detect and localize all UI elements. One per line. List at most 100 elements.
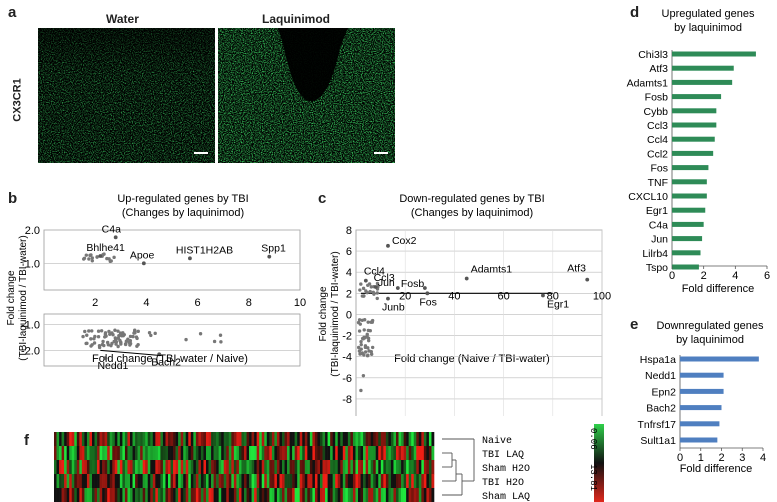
heatmap-cell [411, 432, 415, 447]
chart-b-point [105, 340, 110, 345]
heatmap-cell [320, 446, 323, 461]
heatmap-cell [418, 474, 422, 489]
heatmap-cell [342, 488, 346, 502]
chart-b-point [107, 329, 111, 334]
heatmap-cell [294, 432, 298, 447]
heatmap-row-label: TBI H2O [482, 478, 524, 489]
chart-b-leader-line [100, 349, 162, 357]
heatmap-cell [218, 432, 222, 447]
heatmap-cell [119, 474, 123, 489]
heatmap-cell [221, 474, 225, 489]
heatmap-cell [345, 488, 349, 502]
heatmap-cell [251, 460, 255, 475]
heatmap-cell [317, 460, 321, 475]
heatmap-cell [175, 474, 179, 489]
micrograph-water-texture [38, 28, 215, 163]
heatmap-cell [228, 446, 232, 461]
chart-d-category-label: Lilrb4 [642, 248, 668, 260]
heatmap-cell [421, 446, 425, 461]
heatmap-cell [375, 488, 379, 502]
chart-d-xtick: 2 [701, 270, 707, 282]
chart-c-ytick: 8 [346, 225, 352, 237]
heatmap-cell [180, 488, 184, 502]
heatmap-cell [368, 474, 371, 489]
chart-b-point [102, 343, 106, 348]
chart-c-point [363, 344, 368, 348]
heatmap-cell [421, 432, 425, 447]
chart-c-point [395, 286, 400, 290]
heatmap-cell [130, 460, 133, 475]
heatmap-cell [185, 432, 189, 447]
heatmap-cell [180, 474, 184, 489]
heatmap-cell [147, 460, 151, 475]
chart-d-bar [672, 94, 722, 100]
heatmap-cell [66, 488, 70, 502]
heatmap-cell [119, 488, 123, 502]
heatmap-cell [127, 488, 131, 502]
heatmap-cell [350, 432, 354, 447]
chart-c-point [356, 345, 361, 350]
heatmap-cell [314, 460, 318, 475]
heatmap-cell [119, 460, 123, 475]
heatmap-cell [314, 446, 318, 461]
heatmap-cell [398, 474, 402, 489]
chart-d-category-label: Adamts1 [627, 77, 669, 89]
heatmap-cell [92, 488, 95, 502]
heatmap-cell [287, 432, 290, 447]
heatmap-cell [127, 474, 131, 489]
heatmap-cell [251, 446, 255, 461]
heatmap-cell [216, 446, 219, 461]
chart-c-point [372, 292, 376, 296]
heatmap-cell [266, 474, 270, 489]
heatmap-cell [157, 432, 161, 447]
heatmap-cell [249, 488, 252, 502]
chart-b-xtick: 4 [143, 297, 149, 309]
chart-b-point [116, 329, 120, 333]
chart-c-point [363, 335, 367, 340]
heatmap-cell [69, 432, 73, 447]
heatmap-cell [289, 474, 293, 489]
heatmap-cell [145, 488, 149, 502]
heatmap-cell [84, 474, 88, 489]
heatmap-cell [109, 446, 113, 461]
heatmap-cell [185, 474, 189, 489]
heatmap-cell [109, 488, 113, 502]
heatmap-cell [259, 474, 263, 489]
heatmap-cell [396, 474, 399, 489]
heatmap-cell [330, 446, 333, 461]
heatmap-cell [251, 488, 255, 502]
heatmap-cell [104, 446, 108, 461]
heatmap-cell [160, 460, 164, 475]
chart-b-point [99, 329, 104, 333]
chart-b-point [98, 254, 103, 258]
heatmap-cell [117, 474, 121, 489]
heatmap-cell [137, 460, 141, 475]
heatmap-cell [124, 460, 128, 475]
heatmap-cell [352, 432, 356, 447]
heatmap-cell [413, 474, 417, 489]
heatmap-cell [330, 474, 333, 489]
heatmap-cell [216, 432, 219, 447]
chart-b-ytick: -1.0 [21, 319, 40, 331]
heatmap-cell [428, 488, 432, 502]
heatmap-cell [64, 474, 67, 489]
heatmap-cell [190, 446, 194, 461]
heatmap-cell [246, 446, 250, 461]
heatmap-cell [228, 474, 232, 489]
heatmap-cell [152, 432, 156, 447]
heatmap-cell [238, 446, 242, 461]
heatmap-cell [279, 432, 283, 447]
heatmap-cell [180, 432, 184, 447]
heatmap-cell [66, 432, 70, 447]
heatmap-cell [266, 446, 270, 461]
chart-b-point [116, 344, 120, 349]
heatmap-cell [74, 488, 78, 502]
chart-b-point [89, 253, 93, 257]
chart-e: Downregulated genes by laquinimod Fold d… [637, 320, 766, 475]
chart-d-bar [672, 165, 709, 171]
chart-b-annotation: Bhlhe41 [86, 242, 125, 254]
heatmap-cell [104, 432, 108, 447]
heatmap-cell [122, 432, 126, 447]
heatmap-cell [173, 474, 176, 489]
heatmap-cell [213, 432, 217, 447]
